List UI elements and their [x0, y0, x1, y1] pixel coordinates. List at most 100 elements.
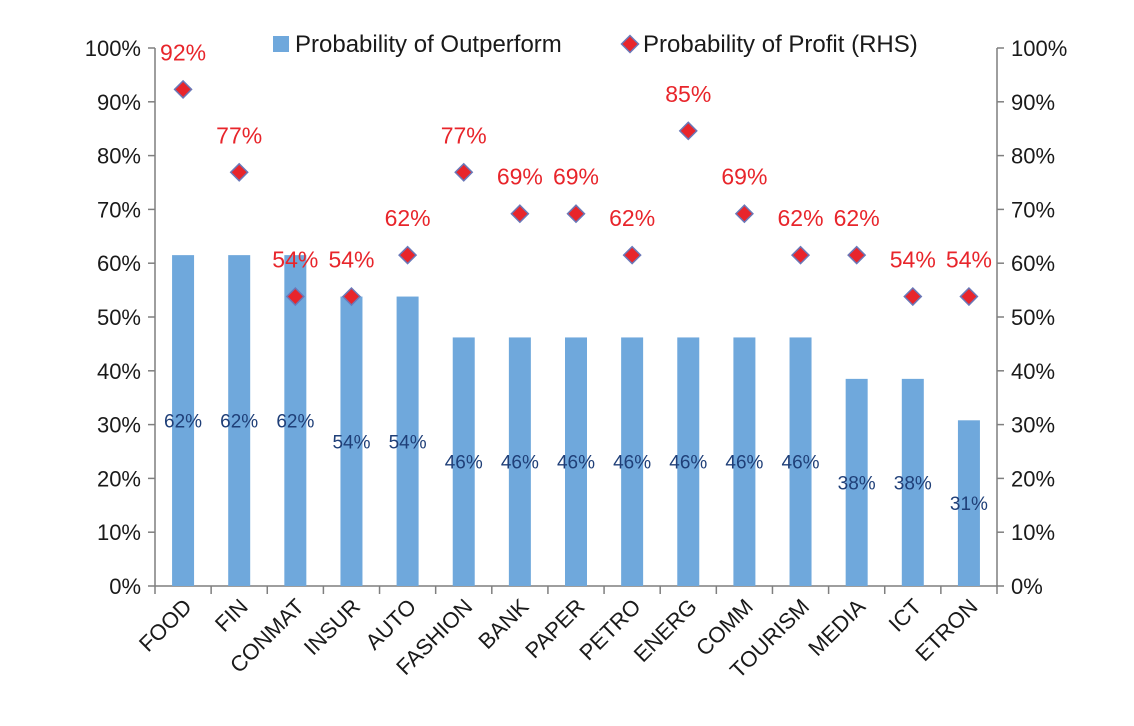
point-label-paper: 69% [553, 164, 599, 190]
category-label-ict: ICT [884, 594, 927, 637]
point-label-food: 92% [160, 39, 206, 65]
y-tick-label-left: 50% [97, 305, 141, 330]
point-insur [341, 287, 362, 307]
bar-insur [340, 296, 363, 586]
bar-label-fin: 62% [220, 412, 258, 433]
bar-tourism [789, 337, 812, 586]
point-label-etron: 54% [946, 247, 992, 273]
legend-label-outperform: Probability of Outperform [295, 31, 562, 58]
legend-swatch-outperform [273, 36, 289, 52]
y-tick-label-right: 90% [1011, 90, 1055, 115]
bar-etron [957, 420, 980, 586]
y-tick-label-left: 10% [97, 520, 141, 545]
y-tick-label-left: 70% [97, 197, 141, 222]
bar-ict [901, 378, 924, 586]
point-label-conmat: 54% [272, 247, 318, 273]
point-bank [510, 204, 530, 224]
point-etron [959, 287, 979, 307]
bar-label-bank: 46% [501, 453, 539, 474]
bar-fashion [452, 337, 475, 586]
point-tourism [790, 245, 811, 265]
y-tick-label-right: 60% [1011, 251, 1055, 276]
legend-label-profit: Probability of Profit (RHS) [643, 31, 918, 58]
bar-media [845, 378, 868, 586]
point-auto [398, 245, 418, 265]
point-label-comm: 69% [721, 164, 767, 190]
point-label-fashion: 77% [441, 122, 487, 148]
y-tick-label-right: 100% [1011, 36, 1067, 61]
bar-fin [228, 255, 251, 586]
y-tick-label-right: 10% [1011, 520, 1055, 545]
bar-auto [396, 296, 419, 586]
y-tick-label-left: 0% [109, 574, 141, 599]
point-label-tourism: 62% [778, 205, 824, 231]
point-label-bank: 69% [497, 164, 543, 190]
bar-label-comm: 46% [725, 453, 763, 474]
bar-label-auto: 54% [389, 432, 427, 453]
bar-bank [508, 337, 531, 586]
bar-label-insur: 54% [332, 432, 370, 453]
bar-petro [621, 337, 644, 586]
point-label-ict: 54% [890, 247, 936, 273]
y-tick-label-right: 50% [1011, 305, 1055, 330]
bar-label-paper: 46% [557, 453, 595, 474]
bar-energ [677, 337, 700, 586]
y-tick-label-left: 60% [97, 251, 141, 276]
point-food [173, 79, 193, 99]
y-tick-label-right: 80% [1011, 144, 1055, 169]
bar-comm [733, 337, 756, 586]
category-label-food: FOOD [134, 594, 197, 657]
y-tick-label-right: 20% [1011, 466, 1055, 491]
point-label-auto: 62% [385, 205, 431, 231]
bar-label-etron: 31% [950, 494, 988, 515]
point-ict [903, 287, 923, 307]
point-label-insur: 54% [328, 247, 374, 273]
point-petro [622, 245, 642, 265]
point-media [847, 245, 867, 265]
bar-label-media: 38% [838, 473, 876, 494]
point-fin [229, 162, 249, 182]
point-comm [734, 204, 754, 224]
bar-label-conmat: 62% [276, 412, 314, 433]
y-tick-label-left: 80% [97, 144, 141, 169]
tick-labels: 0% 0% 10% 10% 20% 20% 30% 30% 40% 40% 50% 50% 60% 60%… [85, 36, 1068, 599]
bar-label-energ: 46% [669, 453, 707, 474]
diamond-series-profit [173, 79, 979, 307]
bar-label-tourism: 46% [782, 453, 820, 474]
category-label-insur: INSUR [299, 594, 365, 660]
point-label-energ: 85% [665, 81, 711, 107]
bar-label-food: 62% [164, 412, 202, 433]
bar-data-labels: 62% 62% 62% 54% 54% 46% 46% 46% 46% 46% 46% 46% 38% 3… [164, 412, 988, 516]
diamond-data-labels: 92% 77% 54% 54% 62% 77% 69% 69% 62% 85% 69% 62% 62% 5… [160, 39, 992, 272]
y-tick-label-right: 30% [1011, 413, 1055, 438]
category-label-etron: ETRON [910, 594, 982, 666]
point-label-fin: 77% [216, 122, 262, 148]
point-label-media: 62% [834, 205, 880, 231]
bar-food [172, 255, 195, 586]
bar-label-fashion: 46% [445, 453, 483, 474]
y-tick-label-right: 0% [1011, 574, 1043, 599]
point-conmat [285, 287, 305, 307]
category-label-media: MEDIA [803, 594, 870, 661]
bar-conmat [284, 255, 307, 586]
point-label-petro: 62% [609, 205, 655, 231]
category-label-energ: ENERG [629, 594, 702, 667]
bar-series-outperform [172, 255, 980, 586]
category-labels: FOOD FINCONMATINSURAUTOFASHIONBANKPAPERPE… [134, 594, 982, 683]
y-tick-label-left: 90% [97, 90, 141, 115]
legend-swatch-profit [620, 34, 640, 54]
bar-label-petro: 46% [613, 453, 651, 474]
y-tick-label-left: 30% [97, 413, 141, 438]
point-fashion [454, 162, 474, 182]
bar-paper [565, 337, 587, 586]
y-tick-label-right: 40% [1011, 359, 1055, 384]
point-energ [678, 121, 698, 141]
y-tick-label-left: 20% [97, 466, 141, 491]
bar-label-ict: 38% [894, 473, 932, 494]
legend: Probability of Outperform Probability of… [273, 31, 918, 58]
y-tick-label-left: 100% [85, 36, 141, 61]
y-tick-label-left: 40% [97, 359, 141, 384]
point-paper [566, 204, 586, 224]
category-label-fin: FIN [210, 594, 253, 637]
